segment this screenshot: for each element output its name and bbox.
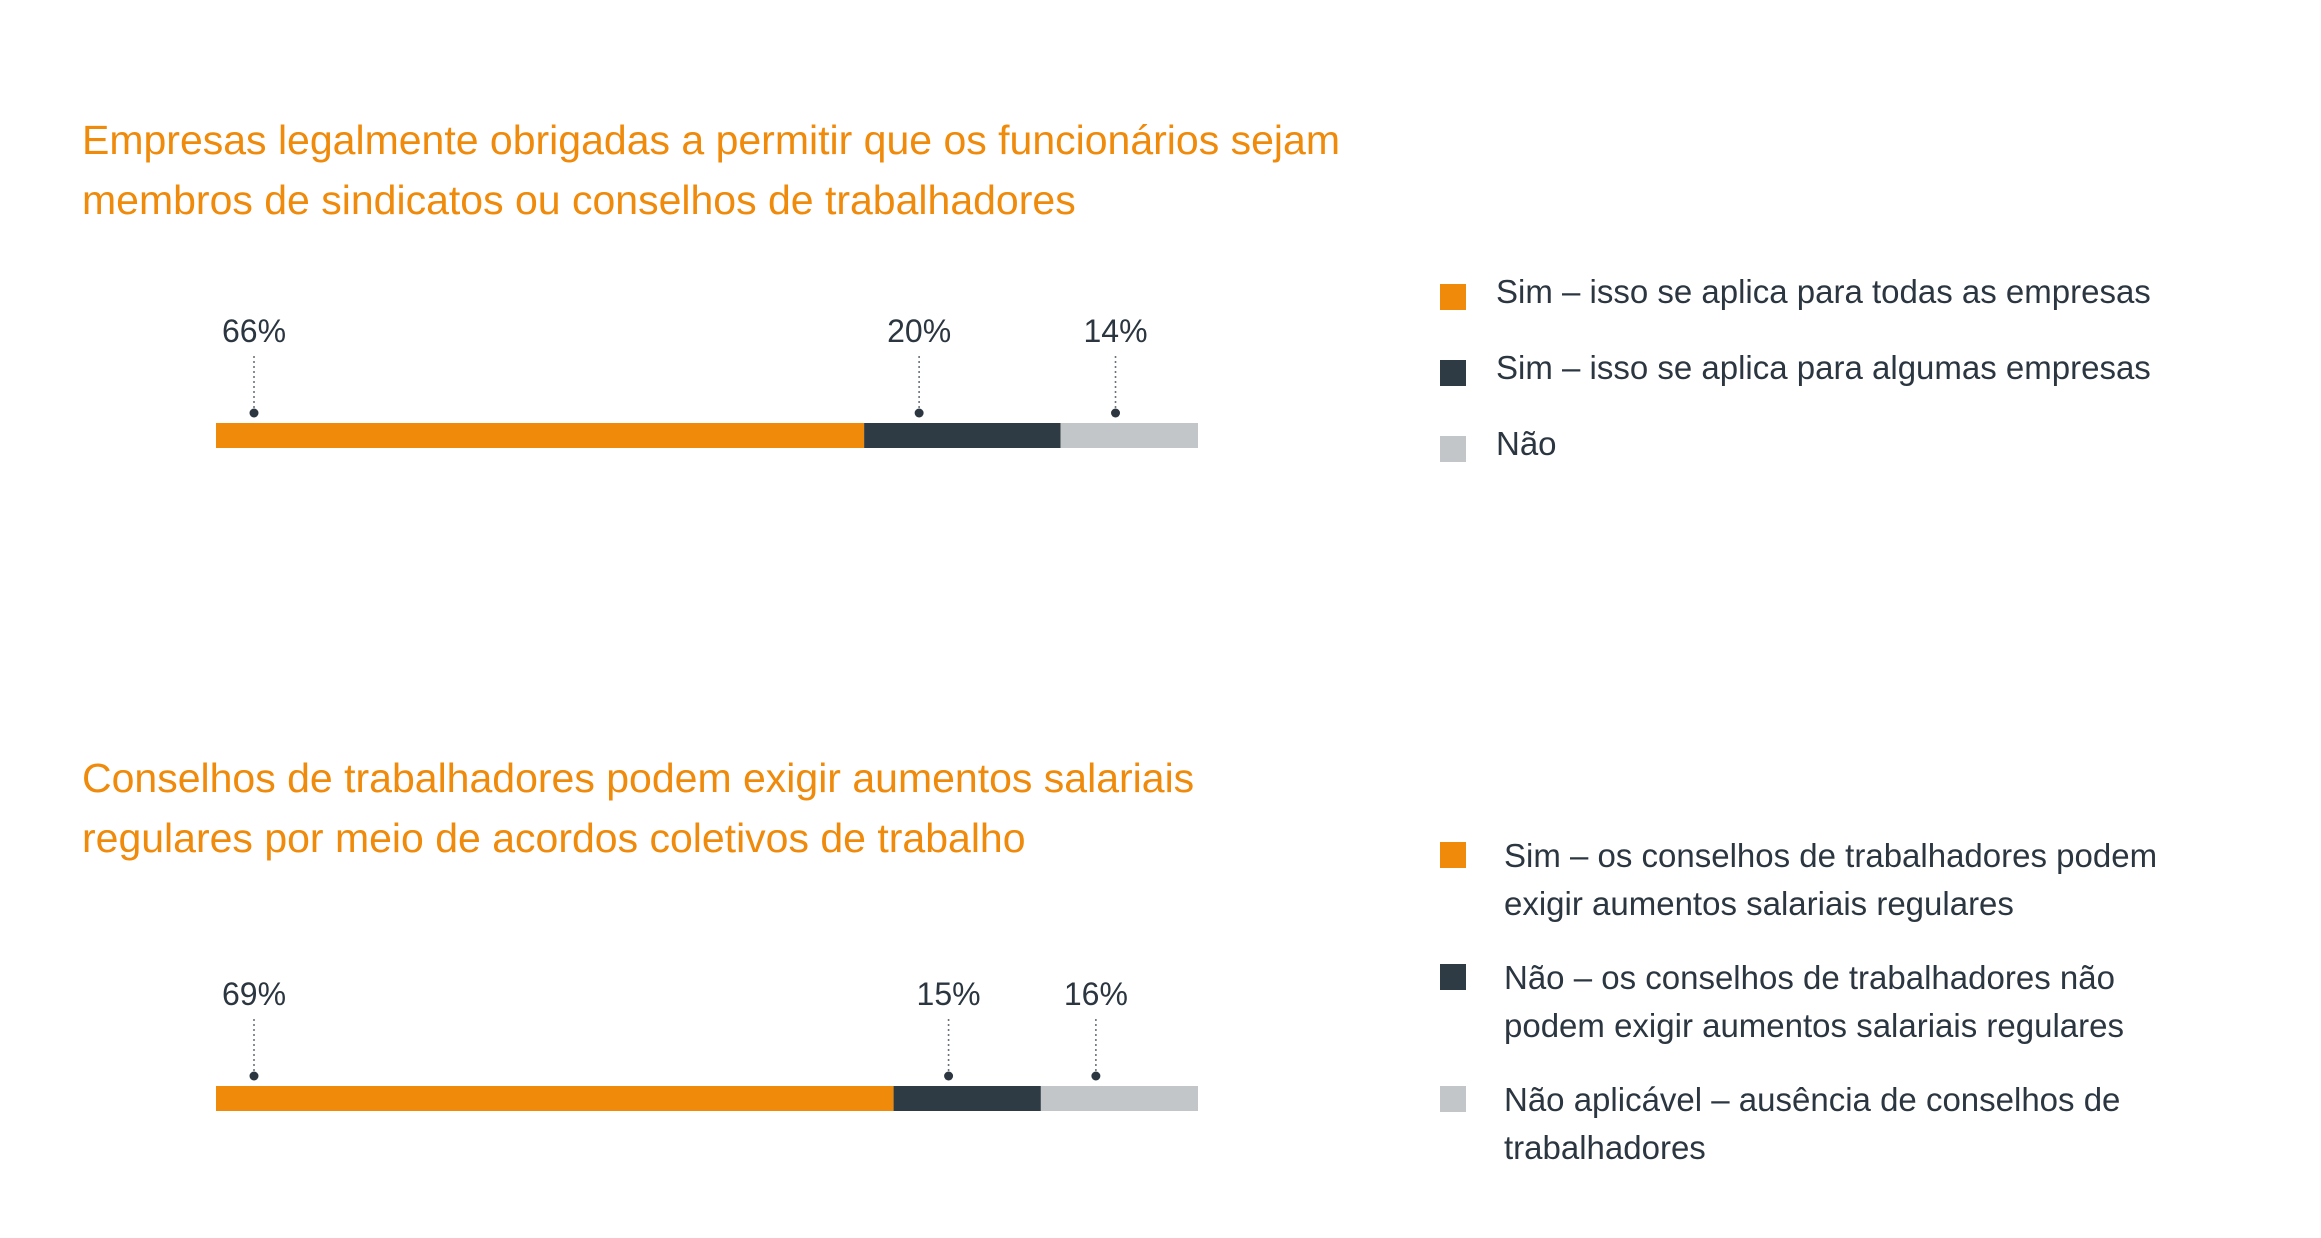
- legend-label-line: Não aplicável – ausência de conselhos de: [1504, 1081, 2121, 1118]
- legend-label-line: exigir aumentos salariais regulares: [1504, 885, 2014, 922]
- legend-swatch: [1440, 842, 1466, 868]
- callout-dot-3: [1111, 408, 1121, 418]
- bar-segment-3: [1060, 423, 1198, 448]
- legend-label: Sim – isso se aplica para algumas empres…: [1496, 344, 2151, 392]
- chart-1-title-line-1: Empresas legalmente obrigadas a permitir…: [82, 117, 1340, 163]
- data-label-1: 66%: [222, 313, 286, 349]
- legend-label-line: Sim – isso se aplica para algumas empres…: [1496, 349, 2151, 386]
- legend-label: Sim – isso se aplica para todas as empre…: [1496, 268, 2151, 316]
- chart-1-stacked-bar: 66% 20% 14%: [216, 313, 1198, 448]
- legend-label-line: Sim – os conselhos de trabalhadores pode…: [1504, 837, 2158, 874]
- legend-label-line: podem exigir aumentos salariais regulare…: [1504, 1007, 2124, 1044]
- data-label-2: 20%: [887, 313, 951, 349]
- chart-1-title: Empresas legalmente obrigadas a permitir…: [82, 110, 1482, 230]
- callout-dot-1: [249, 408, 259, 418]
- legend-label: Não – os conselhos de trabalhadores não …: [1504, 954, 2124, 1050]
- chart-2-title-line-1: Conselhos de trabalhadores podem exigir …: [82, 755, 1195, 801]
- legend-swatch: [1440, 360, 1466, 386]
- bar-segment-1: [216, 1086, 894, 1111]
- bar-segment-3: [1040, 1086, 1198, 1111]
- bar-segment-2: [893, 1086, 1041, 1111]
- callout-dot-2: [944, 1071, 954, 1081]
- legend-label: Sim – os conselhos de trabalhadores pode…: [1504, 832, 2157, 928]
- chart-2-title: Conselhos de trabalhadores podem exigir …: [82, 748, 1482, 868]
- chart-2-stacked-bar: 69% 15% 16%: [216, 976, 1198, 1111]
- data-label-2: 15%: [917, 976, 981, 1012]
- legend-label-line: Não – os conselhos de trabalhadores não: [1504, 959, 2115, 996]
- legend-swatch: [1440, 436, 1466, 462]
- legend-swatch: [1440, 1086, 1466, 1112]
- bar-segment-1: [216, 423, 865, 448]
- legend-label-line: Não: [1496, 425, 1557, 462]
- legend-label-line: trabalhadores: [1504, 1129, 1706, 1166]
- callout-dot-3: [1091, 1071, 1101, 1081]
- callout-dot-2: [914, 408, 924, 418]
- data-label-1: 69%: [222, 976, 286, 1012]
- chart-2-title-line-2: regulares por meio de acordos coletivos …: [82, 815, 1026, 861]
- legend-swatch: [1440, 284, 1466, 310]
- data-label-3: 14%: [1083, 313, 1147, 349]
- legend-label: Não aplicável – ausência de conselhos de…: [1504, 1076, 2120, 1172]
- legend-swatch: [1440, 964, 1466, 990]
- legend-label: Não: [1496, 420, 1557, 468]
- bar-segment-2: [864, 423, 1061, 448]
- data-label-3: 16%: [1064, 976, 1128, 1012]
- callout-dot-1: [249, 1071, 259, 1081]
- legend-label-line: Sim – isso se aplica para todas as empre…: [1496, 273, 2151, 310]
- chart-1-title-line-2: membros de sindicatos ou conselhos de tr…: [82, 177, 1076, 223]
